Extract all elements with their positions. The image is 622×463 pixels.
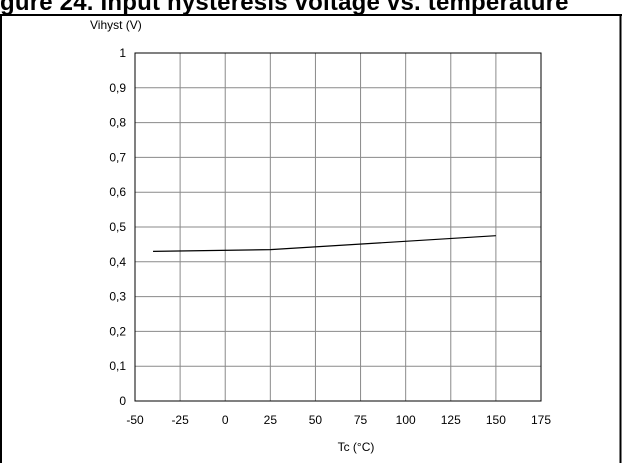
y-tick-label: 0,4 xyxy=(109,255,126,269)
figure-heading: gure 24. Input hysteresis voltage vs. te… xyxy=(0,0,569,16)
x-tick-labels: -50 -25 0 25 50 75 100 125 150 175 xyxy=(126,413,551,427)
gridlines xyxy=(134,52,542,402)
x-tick-label: 50 xyxy=(309,413,323,427)
x-tick-label: -25 xyxy=(171,413,189,427)
y-tick-label: 0 xyxy=(119,394,126,408)
x-tick-label: 25 xyxy=(264,413,278,427)
x-tick-label: 150 xyxy=(486,413,506,427)
y-tick-label: 0,3 xyxy=(109,290,126,304)
y-tick-labels: 0 0,1 0,2 0,3 0,4 0,5 0,6 0,7 0,8 0,9 1 xyxy=(109,46,126,408)
y-axis-label: Vihyst (V) xyxy=(90,18,142,32)
x-tick-label: 125 xyxy=(441,413,461,427)
plot-border xyxy=(134,52,542,402)
chart-frame: -50 -25 0 25 50 75 100 125 150 175 00,10,20,30,40… xyxy=(0,14,622,463)
plot-area: -50 -25 0 25 50 75 100 125 150 175 00,10,20,30,40… xyxy=(109,46,551,427)
y-tick-label: 1 xyxy=(119,46,126,60)
y-tick-label: 0,8 xyxy=(109,116,126,130)
y-tick-label: 0,6 xyxy=(109,185,126,199)
y-tick-label: 0,7 xyxy=(109,150,126,164)
x-axis-label: Tc (°C) xyxy=(338,440,375,454)
x-tick-label: 175 xyxy=(531,413,551,427)
x-tick-label: 100 xyxy=(396,413,416,427)
y-tick-label: 0,5 xyxy=(109,220,126,234)
y-tick-label: 0,2 xyxy=(109,324,126,338)
y-tick-label: 0,9 xyxy=(109,81,126,95)
series-layer xyxy=(153,235,496,252)
x-tick-label: 75 xyxy=(354,413,368,427)
series-line xyxy=(153,235,496,252)
x-tick-label: -50 xyxy=(126,413,144,427)
x-tick-label: 0 xyxy=(222,413,229,427)
y-tick-label: 0,1 xyxy=(109,359,126,373)
